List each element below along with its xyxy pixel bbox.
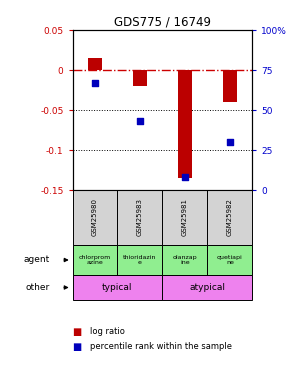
Bar bbox=[178, 70, 192, 178]
Text: other: other bbox=[26, 283, 50, 292]
Text: atypical: atypical bbox=[189, 283, 225, 292]
Text: ■: ■ bbox=[72, 342, 82, 352]
Bar bbox=[133, 70, 147, 86]
Bar bbox=[162, 190, 207, 245]
Bar bbox=[117, 190, 162, 245]
Bar bbox=[223, 70, 237, 102]
Text: typical: typical bbox=[102, 283, 133, 292]
Text: ■: ■ bbox=[72, 327, 82, 337]
Point bbox=[138, 118, 142, 124]
Bar bbox=[162, 275, 252, 300]
Bar bbox=[207, 245, 252, 275]
Text: log ratio: log ratio bbox=[90, 327, 125, 336]
Bar bbox=[72, 275, 162, 300]
Text: GSM25983: GSM25983 bbox=[137, 198, 143, 237]
Text: GSM25982: GSM25982 bbox=[227, 199, 233, 237]
Bar bbox=[72, 190, 117, 245]
Bar bbox=[162, 245, 207, 275]
Text: agent: agent bbox=[24, 255, 50, 264]
Point bbox=[93, 80, 97, 86]
Bar bbox=[72, 245, 117, 275]
Text: GSM25980: GSM25980 bbox=[92, 198, 98, 237]
Text: chlorprom
azine: chlorprom azine bbox=[79, 255, 111, 266]
Text: GSM25981: GSM25981 bbox=[182, 198, 188, 237]
Title: GDS775 / 16749: GDS775 / 16749 bbox=[114, 16, 211, 29]
Text: percentile rank within the sample: percentile rank within the sample bbox=[90, 342, 232, 351]
Point bbox=[228, 139, 232, 145]
Point bbox=[183, 174, 187, 180]
Bar bbox=[117, 245, 162, 275]
Text: thioridazin
e: thioridazin e bbox=[123, 255, 157, 266]
Text: olanzap
ine: olanzap ine bbox=[173, 255, 197, 266]
Bar bbox=[88, 58, 102, 70]
Text: quetiapi
ne: quetiapi ne bbox=[217, 255, 243, 266]
Bar bbox=[207, 190, 252, 245]
